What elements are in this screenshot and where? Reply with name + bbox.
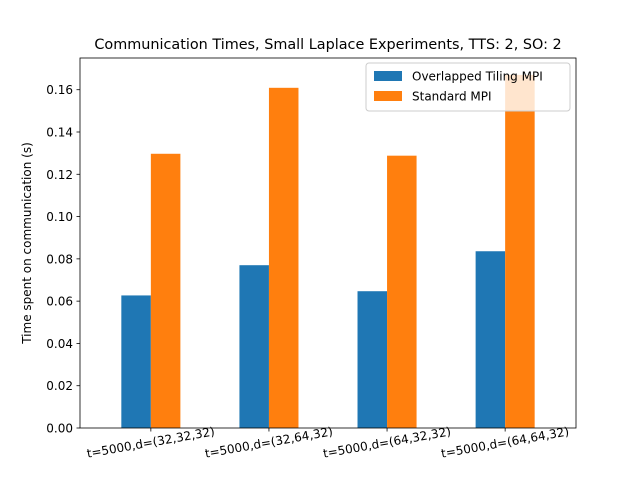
bar-series-0-cat-0: [121, 295, 151, 428]
bar-series-0-cat-1: [239, 265, 269, 428]
bar-series-0-cat-2: [357, 291, 388, 428]
y-axis: 0.00 0.02 0.04 0.06 0.08 0.10 0.12 0.14 0.16: [46, 83, 80, 436]
bar-series-1-cat-2: [387, 155, 417, 428]
y-axis-label: Time spent on communication (s): [20, 142, 34, 345]
legend-label-1: Standard MPI: [412, 90, 492, 104]
y-tick-label-6: 0.12: [46, 168, 73, 182]
y-tick-label-3: 0.06: [46, 295, 73, 309]
bar-series-1-cat-1: [268, 87, 299, 428]
y-tick-label-1: 0.02: [46, 379, 73, 393]
y-tick-label-5: 0.10: [46, 210, 73, 224]
legend-label-0: Overlapped Tiling MPI: [412, 70, 543, 84]
bar-series-0-cat-3: [475, 251, 506, 428]
plot-area-frame: [79, 57, 577, 429]
bar-series-1-cat-0: [150, 153, 181, 428]
y-tick-label-0: 0.00: [46, 422, 73, 436]
y-tick-label-4: 0.08: [46, 252, 73, 266]
bars-group: [121, 74, 535, 428]
legend-swatch-1: [374, 91, 402, 101]
y-tick-label-2: 0.04: [46, 337, 73, 351]
y-tick-label-8: 0.16: [46, 83, 73, 97]
y-tick-label-7: 0.14: [46, 126, 73, 140]
chart-title: Communication Times, Small Laplace Exper…: [94, 37, 561, 53]
legend-swatch-0: [374, 71, 402, 81]
legend-box: [365, 62, 571, 112]
bar-series-1-cat-3: [505, 74, 535, 428]
legend: Overlapped Tiling MPI Standard MPI: [365, 62, 571, 112]
